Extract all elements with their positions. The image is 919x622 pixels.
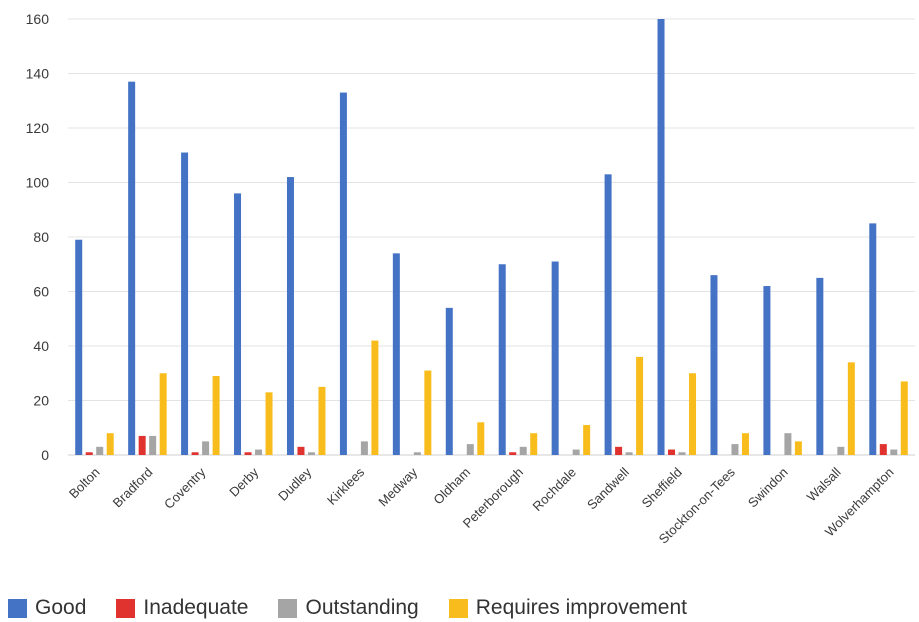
y-tick-label: 0 <box>41 447 49 463</box>
x-tick-label: Medway <box>375 464 420 509</box>
gridlines <box>68 18 915 456</box>
bar-good <box>392 253 400 455</box>
x-tick-label: Dudley <box>275 464 315 504</box>
legend: Good Inadequate Outstanding Requires improv… <box>8 596 687 620</box>
bar-good <box>445 307 453 455</box>
bar-outstanding <box>360 441 368 455</box>
y-tick-label: 60 <box>33 284 49 300</box>
bar-outstanding <box>837 446 845 455</box>
bar-outstanding <box>202 441 210 455</box>
bar-requires-improvement <box>371 340 379 455</box>
y-axis-ticks: 0 20 40 60 80 100 120 140 160 <box>26 11 50 463</box>
bar-requires-improvement <box>741 433 749 455</box>
x-axis-ticks: Bolton Bradford Coventry Derby Dudley Kirklee… <box>66 464 897 546</box>
bar-inadequate <box>297 446 305 455</box>
bar-outstanding <box>413 452 421 455</box>
bar-good <box>816 277 824 455</box>
bar-inadequate <box>191 452 199 455</box>
bar-outstanding <box>149 435 157 455</box>
bar-good <box>498 264 506 455</box>
bar-inadequate <box>615 446 623 455</box>
bar-inadequate <box>138 435 146 455</box>
bar-outstanding <box>307 452 315 455</box>
bar-good <box>181 152 189 455</box>
bar-inadequate <box>668 449 676 455</box>
bar-requires-improvement <box>847 362 855 455</box>
bar-good <box>763 286 771 455</box>
bar-outstanding <box>890 449 898 455</box>
x-tick-label: Kirklees <box>324 464 368 508</box>
bar-outstanding <box>96 446 104 455</box>
legend-item: Outstanding <box>278 596 419 620</box>
bar-chart: 0 20 40 60 80 100 120 140 160 Bolton Bradford Cove… <box>26 11 915 547</box>
x-tick-label: Walsall <box>804 464 844 504</box>
x-tick-label: Rochdale <box>530 465 579 514</box>
legend-label: Requires improvement <box>475 596 687 619</box>
bar-requires-improvement <box>318 386 326 455</box>
x-tick-label: Sheffield <box>639 465 685 511</box>
x-tick-label: Bradford <box>110 465 156 511</box>
bar-good <box>604 174 612 455</box>
bar-requires-improvement <box>689 373 697 455</box>
bar-outstanding <box>466 444 474 455</box>
bar-outstanding <box>519 446 527 455</box>
bar-outstanding <box>731 444 739 455</box>
bar-good <box>710 275 718 455</box>
bars <box>75 19 908 456</box>
bar-requires-improvement <box>636 356 644 455</box>
bar-outstanding <box>784 433 792 455</box>
bar-good <box>657 19 665 455</box>
legend-label: Inadequate <box>143 596 249 619</box>
bar-requires-improvement <box>900 381 908 455</box>
x-tick-label: Sandwell <box>584 464 632 512</box>
bar-requires-improvement <box>530 433 538 455</box>
y-tick-label: 100 <box>26 175 50 191</box>
y-tick-label: 80 <box>33 229 49 245</box>
legend-swatch <box>278 598 298 618</box>
bar-inadequate <box>509 452 517 455</box>
legend-label: Good <box>35 596 87 619</box>
bar-outstanding <box>625 452 633 455</box>
bar-good <box>869 223 877 455</box>
bar-requires-improvement <box>159 373 167 455</box>
bar-outstanding <box>572 449 580 455</box>
legend-swatch <box>8 598 27 618</box>
legend-swatch <box>116 598 136 618</box>
bar-requires-improvement <box>583 425 591 455</box>
legend-label: Outstanding <box>305 596 419 619</box>
bar-requires-improvement <box>106 433 114 455</box>
bar-good <box>286 177 294 456</box>
x-tick-label: Bolton <box>66 465 103 502</box>
bar-requires-improvement <box>794 441 802 455</box>
y-tick-label: 20 <box>33 393 49 409</box>
bar-inadequate <box>879 444 887 455</box>
bar-requires-improvement <box>265 392 273 455</box>
bar-inadequate <box>244 452 252 455</box>
bar-inadequate <box>85 452 93 455</box>
bar-good <box>339 92 347 455</box>
legend-item: Requires improvement <box>448 596 687 620</box>
bar-good <box>551 261 559 455</box>
bar-requires-improvement <box>477 422 485 455</box>
x-tick-label: Coventry <box>161 464 209 512</box>
legend-item: Inadequate <box>116 596 248 620</box>
bar-good <box>75 239 83 455</box>
x-tick-label: Swindon <box>745 465 791 511</box>
y-tick-label: 140 <box>26 66 50 82</box>
bar-good <box>128 81 136 456</box>
bar-good <box>234 193 242 455</box>
bar-requires-improvement <box>212 375 220 455</box>
legend-item: Good <box>8 596 86 620</box>
y-tick-label: 40 <box>33 338 49 354</box>
y-tick-label: 160 <box>26 11 50 27</box>
x-tick-label: Derby <box>226 464 261 499</box>
bar-outstanding <box>678 452 686 455</box>
x-tick-label: Oldham <box>430 465 473 508</box>
y-tick-label: 120 <box>26 120 50 136</box>
bar-outstanding <box>255 449 263 455</box>
bar-requires-improvement <box>424 370 432 455</box>
legend-swatch <box>448 598 468 618</box>
